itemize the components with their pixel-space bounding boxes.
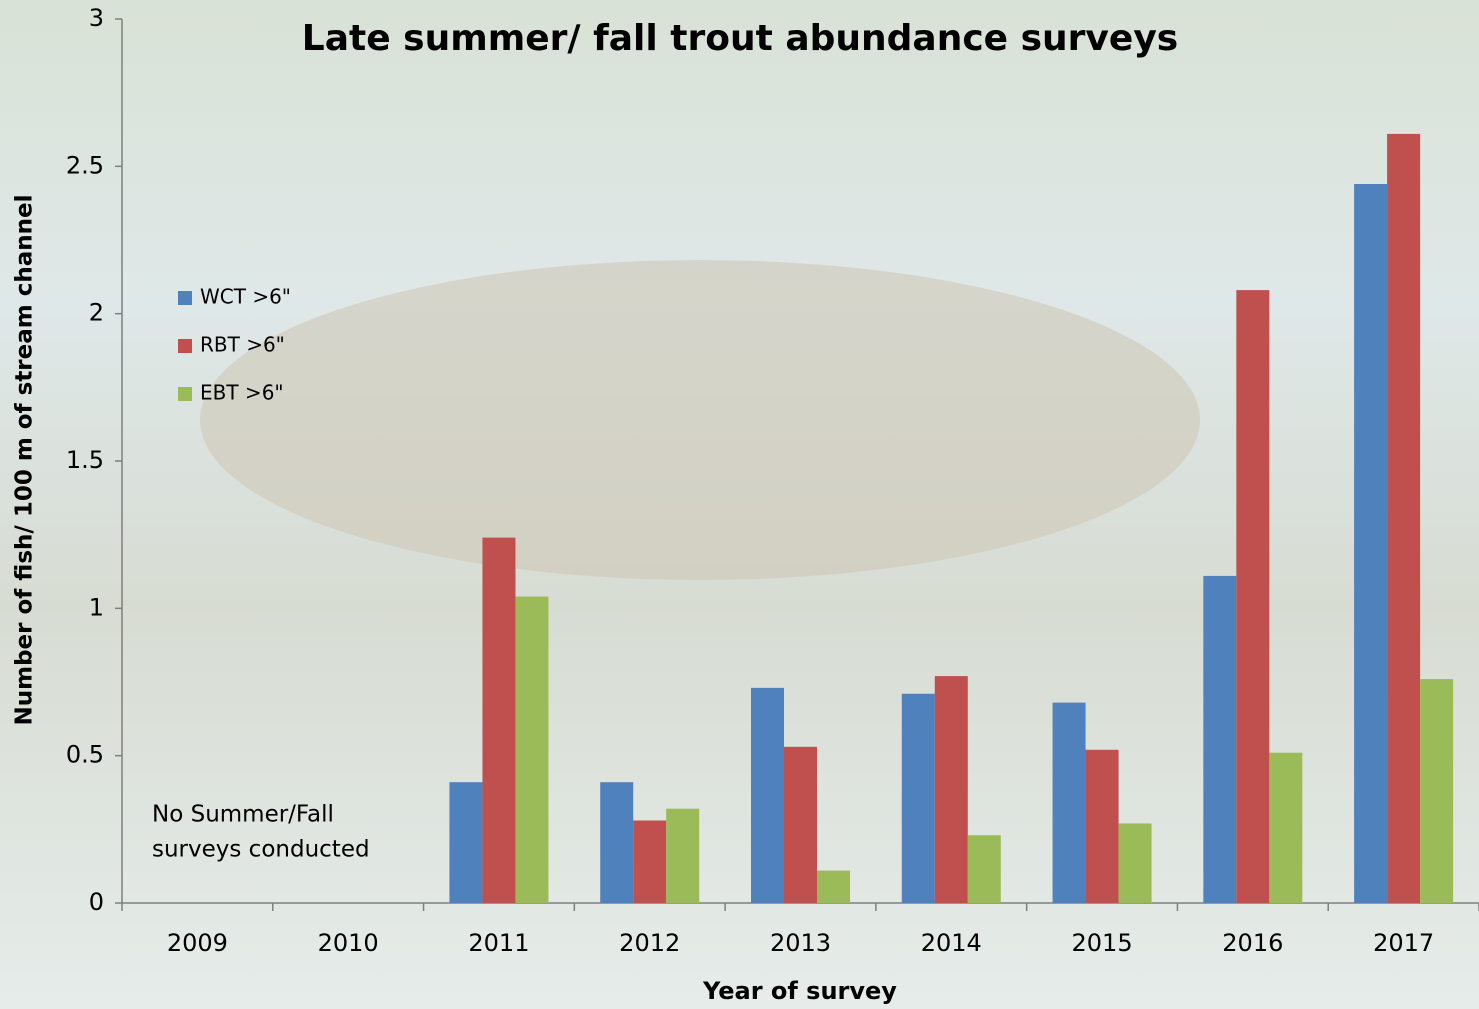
bar (1203, 575, 1237, 903)
x-tick-label: 2017 (1373, 929, 1434, 957)
bar (817, 870, 850, 903)
y-tick-label: 1 (89, 593, 104, 621)
x-axis-label: Year of survey (702, 977, 897, 1005)
y-tick-label: 3 (89, 4, 104, 32)
bar (1420, 679, 1454, 903)
chart-title: Late summer/ fall trout abundance survey… (302, 18, 1178, 59)
bar (515, 596, 549, 903)
bar (967, 835, 1001, 903)
y-tick-label: 0 (89, 888, 104, 916)
legend-swatch (178, 387, 192, 401)
bar (901, 693, 935, 903)
bar (934, 676, 968, 903)
bar (1236, 290, 1270, 903)
bar (600, 782, 634, 903)
x-tick-label: 2009 (167, 929, 228, 957)
bar (1354, 184, 1388, 904)
bar (1118, 823, 1152, 903)
y-tick-label: 1.5 (66, 446, 104, 474)
bar (482, 537, 516, 903)
bar (784, 746, 817, 903)
legend-label: EBT >6" (200, 381, 284, 405)
legend-swatch (178, 339, 192, 353)
legend-label: RBT >6" (200, 333, 285, 357)
bar (1387, 133, 1421, 904)
bar (1052, 702, 1086, 903)
x-tick-label: 2012 (619, 929, 680, 957)
background-shape (200, 260, 1200, 580)
y-axis-label: Number of fish/ 100 m of stream channel (12, 194, 38, 725)
bar (1269, 752, 1303, 903)
x-tick-label: 2015 (1072, 929, 1133, 957)
bar (449, 782, 483, 903)
annotation: No Summer/Fall (152, 802, 334, 828)
x-tick-label: 2011 (468, 929, 529, 957)
x-tick-label: 2014 (921, 929, 982, 957)
bar (666, 808, 700, 903)
bar (751, 687, 784, 903)
x-tick-label: 2010 (318, 929, 379, 957)
y-tick-label: 2 (89, 299, 104, 327)
x-tick-label: 2016 (1222, 929, 1283, 957)
bar (633, 820, 667, 903)
annotation: surveys conducted (152, 837, 370, 863)
legend-label: WCT >6" (200, 285, 291, 309)
y-tick-label: 0.5 (66, 741, 104, 769)
x-tick-label: 2013 (770, 929, 831, 957)
y-tick-label: 2.5 (66, 151, 104, 179)
bar (1085, 749, 1119, 903)
legend-swatch (178, 291, 192, 305)
